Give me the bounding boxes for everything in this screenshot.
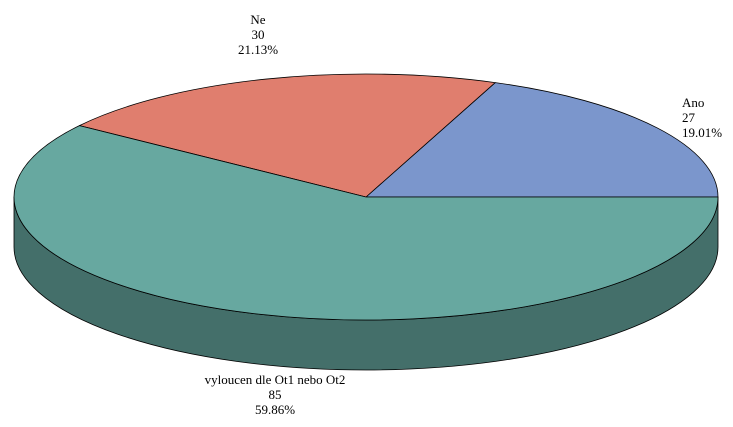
slice [79,73,496,198]
value-label: 27 [682,110,696,125]
category-label: Ne [250,12,265,27]
percent-label: 59.86% [255,402,295,417]
percent-label: 21.13% [238,42,278,57]
category-label: Ano [682,95,704,110]
percent-label: 19.01% [682,125,722,140]
slice [13,125,719,321]
category-label: vyloucen dle Ot1 nebo Ot2 [205,372,346,387]
slice [365,82,719,198]
value-label: 30 [252,27,265,42]
value-label: 85 [269,387,282,402]
